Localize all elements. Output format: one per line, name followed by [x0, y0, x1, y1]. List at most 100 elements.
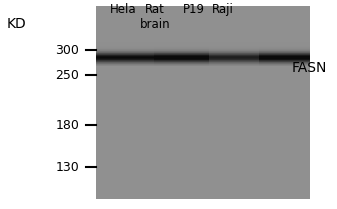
- Bar: [96, 52, 154, 53]
- Bar: [259, 62, 310, 63]
- Bar: [96, 58, 310, 59]
- Bar: [96, 58, 154, 59]
- Bar: [154, 59, 210, 60]
- Bar: [259, 61, 310, 62]
- Bar: [210, 49, 259, 50]
- Bar: [96, 65, 154, 66]
- Bar: [210, 44, 259, 45]
- Bar: [210, 63, 259, 64]
- Bar: [259, 49, 310, 50]
- Bar: [259, 50, 310, 51]
- Bar: [96, 48, 310, 49]
- Bar: [96, 57, 310, 58]
- Bar: [210, 50, 259, 51]
- Bar: [259, 46, 310, 47]
- Bar: [154, 63, 210, 64]
- Bar: [154, 46, 210, 47]
- Bar: [96, 55, 154, 56]
- Bar: [96, 49, 310, 50]
- Bar: [259, 63, 310, 64]
- Bar: [96, 62, 154, 63]
- Bar: [259, 64, 310, 65]
- Bar: [154, 62, 210, 63]
- Bar: [154, 50, 210, 51]
- Bar: [96, 49, 154, 50]
- Bar: [96, 64, 310, 65]
- Bar: [96, 64, 154, 65]
- Bar: [96, 58, 154, 59]
- Bar: [210, 55, 259, 56]
- Bar: [96, 63, 310, 64]
- Bar: [96, 45, 310, 46]
- Bar: [210, 61, 259, 62]
- Bar: [96, 57, 154, 58]
- Bar: [96, 50, 310, 51]
- Bar: [154, 58, 210, 59]
- Bar: [154, 52, 210, 53]
- Bar: [96, 52, 154, 53]
- Bar: [259, 43, 310, 44]
- Bar: [96, 51, 154, 52]
- Bar: [210, 62, 259, 63]
- Text: P19: P19: [183, 3, 205, 16]
- Bar: [96, 53, 310, 54]
- Bar: [154, 57, 210, 58]
- Bar: [210, 56, 259, 57]
- Bar: [210, 52, 259, 53]
- Bar: [154, 49, 210, 50]
- Bar: [154, 45, 210, 46]
- Bar: [259, 58, 310, 59]
- Bar: [154, 56, 210, 57]
- Bar: [96, 57, 154, 58]
- Bar: [259, 57, 310, 58]
- Bar: [210, 59, 259, 60]
- Bar: [259, 49, 310, 50]
- Text: FASN: FASN: [292, 61, 327, 75]
- Bar: [96, 49, 154, 50]
- Bar: [96, 63, 154, 64]
- Bar: [96, 43, 310, 44]
- Bar: [154, 55, 210, 56]
- Text: Raji: Raji: [212, 3, 233, 16]
- Bar: [210, 57, 259, 58]
- Bar: [154, 52, 210, 53]
- Bar: [154, 53, 210, 54]
- Bar: [154, 63, 210, 64]
- Bar: [154, 65, 210, 66]
- Bar: [210, 45, 259, 46]
- Bar: [96, 59, 154, 60]
- Bar: [259, 45, 310, 46]
- Bar: [259, 53, 310, 54]
- Bar: [96, 43, 310, 44]
- Bar: [154, 44, 210, 45]
- Bar: [154, 60, 210, 61]
- Bar: [210, 46, 259, 47]
- Bar: [210, 48, 259, 49]
- Text: 130: 130: [56, 161, 79, 174]
- Bar: [210, 58, 259, 59]
- Bar: [96, 50, 154, 51]
- Bar: [259, 44, 310, 45]
- Bar: [96, 60, 310, 61]
- Bar: [96, 56, 310, 57]
- Bar: [96, 63, 310, 64]
- Bar: [210, 58, 259, 59]
- Bar: [96, 48, 154, 49]
- Bar: [210, 54, 259, 55]
- Bar: [154, 61, 210, 62]
- Bar: [210, 64, 259, 65]
- Bar: [96, 61, 154, 62]
- Bar: [96, 54, 154, 55]
- Bar: [210, 42, 259, 43]
- Bar: [259, 62, 310, 63]
- Bar: [96, 45, 154, 46]
- Bar: [259, 48, 310, 49]
- Text: 250: 250: [55, 69, 79, 82]
- Bar: [96, 6, 310, 199]
- Bar: [154, 43, 210, 44]
- Bar: [210, 45, 259, 46]
- Bar: [259, 56, 310, 57]
- Bar: [96, 46, 154, 47]
- Bar: [210, 53, 259, 54]
- Bar: [154, 62, 210, 63]
